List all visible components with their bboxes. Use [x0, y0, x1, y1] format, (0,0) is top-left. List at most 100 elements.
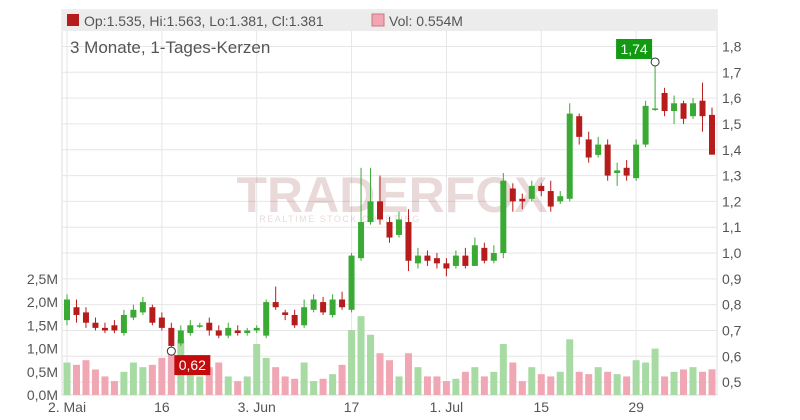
volume-bar [319, 378, 327, 395]
volume-bar [490, 371, 498, 395]
volume-bar [537, 374, 545, 395]
candle-body [566, 113, 573, 199]
volume-tick-label: 2,0M [27, 294, 58, 310]
candle-body [101, 327, 108, 331]
candle-body [158, 317, 165, 328]
price-axis: 1,8 1,7 1,6 1,5 1,4 1,3 1,2 1,1 1,0 0,9 0,8 0,7 0,6 0… [722, 38, 742, 390]
price-tick-label: 1,8 [722, 38, 742, 54]
candle-body [168, 327, 175, 346]
price-tick-label: 0,8 [722, 297, 742, 313]
candle-body [244, 330, 251, 334]
candle-body [604, 144, 611, 176]
x-tick-label: 17 [344, 399, 360, 415]
candle-body [177, 330, 184, 344]
price-tick-label: 1,5 [722, 116, 742, 132]
candles [64, 61, 715, 352]
candle-body [519, 198, 526, 202]
candle-body [310, 299, 317, 310]
candle-body [263, 302, 270, 336]
volume-bar [423, 376, 431, 395]
volume-bar [642, 362, 650, 395]
candle-body [462, 255, 469, 266]
volume-bar [110, 381, 118, 395]
volume-bar [604, 371, 612, 395]
volume-bar [338, 364, 346, 395]
candle-body [377, 201, 384, 220]
volume-bar [708, 369, 716, 395]
volume-bar [518, 381, 526, 395]
x-tick-label: 3. Jun [238, 399, 276, 415]
price-tick-label: 1,2 [722, 193, 742, 209]
candle-body [614, 170, 621, 173]
volume-bar [414, 367, 422, 395]
max-marker [650, 57, 660, 67]
candle-body [282, 312, 289, 315]
volume-bar [158, 357, 166, 395]
candle-body [225, 327, 232, 336]
volume-bar [367, 334, 375, 395]
price-tick-label: 1,1 [722, 219, 742, 235]
header-band [63, 11, 716, 31]
volume-bar [234, 381, 242, 395]
x-axis: 2. Mai 16 3. Jun 17 1. Jul 15 29 [48, 399, 644, 415]
candle-body [120, 314, 127, 334]
candle-body [699, 100, 706, 117]
candle-body [301, 307, 308, 326]
volume-bar [452, 378, 460, 395]
volume-bar [281, 376, 289, 395]
volume-bar [461, 371, 469, 395]
volume-bar [300, 362, 308, 395]
candle-body [661, 92, 668, 112]
price-tick-label: 0,5 [722, 374, 742, 390]
volume-bar [699, 371, 707, 395]
volume-bar [376, 353, 384, 395]
volume-tick-label: 0,0M [27, 387, 58, 403]
volume-bar [575, 371, 583, 395]
ohlc-legend-swatch [67, 14, 79, 26]
volume-bar [689, 367, 697, 395]
ohlc-text: Op:1.535, Hi:1.563, Lo:1.381, Cl:1.381 [84, 13, 324, 29]
watermark-tagline: REALTIME STOCK CHARTING [259, 214, 421, 224]
min-marker [166, 346, 176, 356]
candle-body [386, 222, 393, 238]
volume-bar [395, 376, 403, 395]
x-tick-label: 16 [154, 399, 170, 415]
volume-bar [547, 376, 555, 395]
candle-body [623, 167, 630, 176]
volume-bar [120, 371, 128, 395]
min-label: 0,62 [179, 357, 206, 373]
candle-body [671, 103, 678, 112]
volume-bar [594, 367, 602, 395]
volume-bar [357, 316, 365, 395]
candle-body [215, 330, 222, 336]
volume-bar [386, 360, 393, 395]
volume-bar [262, 357, 270, 395]
candle-body [414, 255, 421, 264]
candle-body [196, 325, 203, 327]
candle-body [139, 302, 146, 313]
candle-body [358, 222, 365, 259]
volume-bar [205, 367, 213, 395]
candle-body [253, 327, 260, 331]
volume-bar [499, 343, 507, 395]
volume-bar [91, 369, 99, 395]
price-tick-label: 1,0 [722, 245, 742, 261]
volume-bar [585, 374, 593, 395]
volume-bar [348, 330, 356, 395]
candle-body [481, 247, 488, 261]
price-tick-label: 0,7 [722, 322, 742, 338]
volume-bar [167, 353, 175, 395]
candle-body [633, 144, 640, 179]
candle-body [557, 196, 564, 202]
volume-bar [272, 367, 280, 395]
volume-tick-label: 0,5M [27, 364, 58, 380]
candle-body [206, 322, 213, 331]
candle-body [709, 114, 715, 155]
vol-legend-swatch [371, 13, 385, 27]
volume-bar [224, 376, 232, 395]
max-badge [616, 38, 653, 59]
volume-bar [82, 360, 90, 395]
candle-body [680, 103, 687, 119]
